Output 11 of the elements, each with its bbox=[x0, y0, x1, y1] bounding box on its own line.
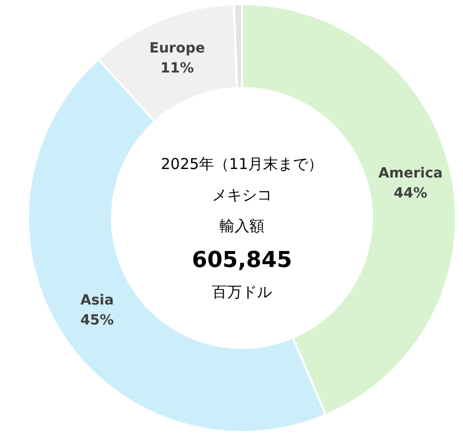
text: 輸入額 bbox=[220, 217, 264, 235]
text: メキシコ bbox=[212, 186, 272, 204]
slice-label: Asia bbox=[80, 292, 114, 309]
data-label: 45% bbox=[80, 312, 114, 329]
slice-label: America bbox=[378, 166, 443, 182]
slice-label: Europe bbox=[149, 40, 205, 57]
data-label: 44% bbox=[394, 186, 428, 202]
data-label: 11% bbox=[160, 60, 194, 77]
text: 605,845 bbox=[192, 248, 292, 273]
text: 百万ドル bbox=[212, 283, 272, 301]
text: 2025年（11月末まで） bbox=[160, 155, 324, 173]
